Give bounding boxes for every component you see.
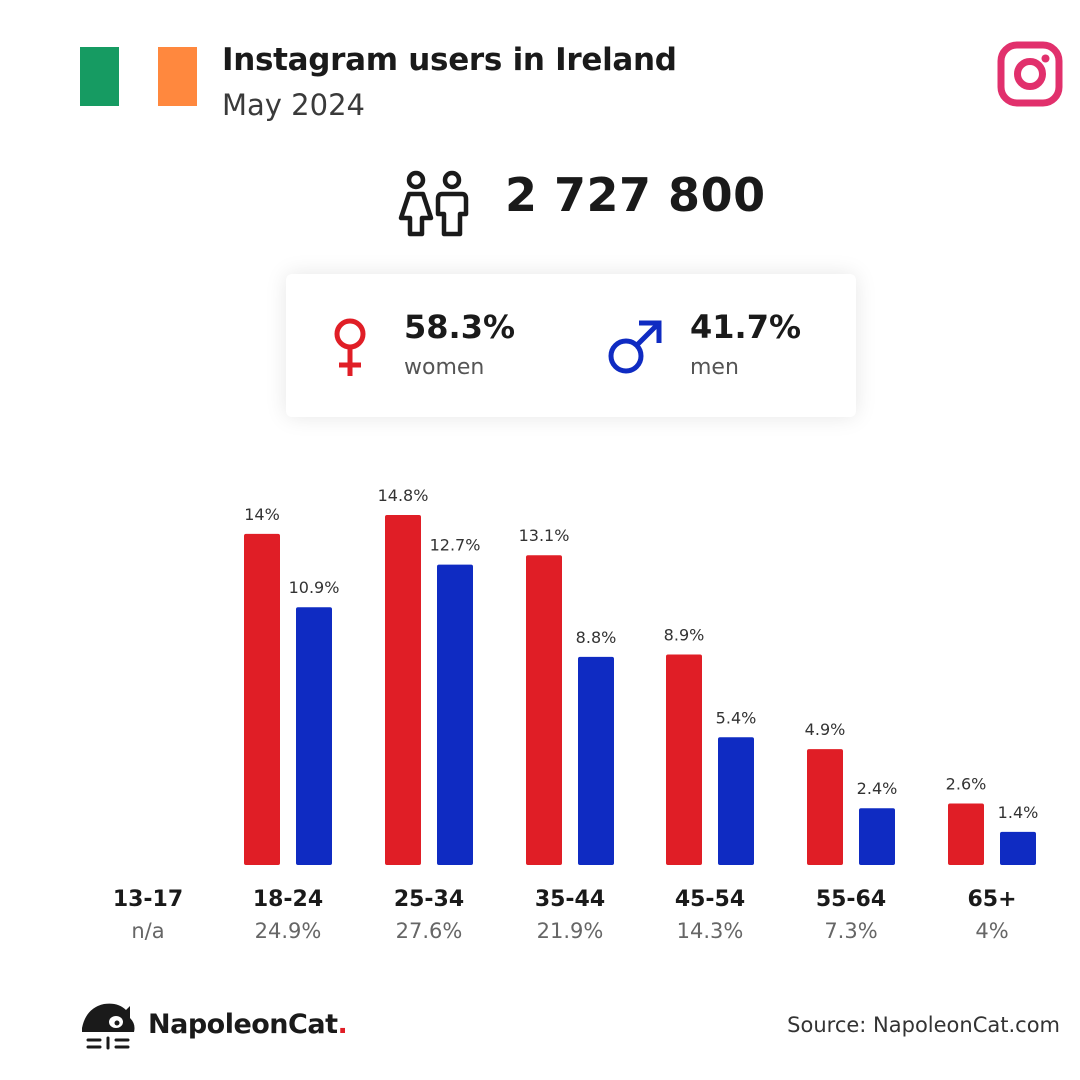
bar-women: [526, 555, 562, 865]
gender-card: 58.3% women 41.7% men: [286, 274, 856, 417]
bar-men: [859, 808, 895, 865]
bar-label-men: 8.8%: [576, 628, 617, 647]
instagram-icon: [997, 41, 1063, 107]
bar-women: [807, 749, 843, 865]
people-icon: [398, 170, 469, 237]
bar-label-women: 8.9%: [664, 626, 705, 645]
bar-women: [666, 654, 702, 865]
bar-label-men: 1.4%: [998, 803, 1039, 822]
men-pct: 41.7%: [690, 308, 802, 346]
flag-stripe-orange: [158, 47, 197, 106]
source-text: Source: NapoleonCat.com: [787, 1013, 1060, 1037]
brand-name-text: NapoleonCat: [148, 1009, 338, 1040]
bar-women: [948, 803, 984, 865]
brand-name: NapoleonCat.: [148, 1009, 348, 1040]
age-group-label: 65+: [967, 887, 1016, 912]
bar-men: [1000, 831, 1036, 865]
bar-women: [385, 515, 421, 865]
age-group-label: 25-34: [394, 887, 464, 912]
bar-label-women: 2.6%: [946, 775, 987, 794]
age-group-total: 24.9%: [255, 919, 322, 943]
bar-label-women: 14.8%: [378, 486, 429, 505]
bar-label-women: 14%: [244, 505, 280, 524]
women-label: women: [404, 355, 485, 380]
age-group-label: 35-44: [535, 887, 605, 912]
age-group-label: 18-24: [253, 887, 323, 912]
male-symbol-icon: [608, 320, 662, 374]
age-group-label: 45-54: [675, 887, 745, 912]
bar-label-men: 2.4%: [857, 779, 898, 798]
page-title: Instagram users in Ireland: [222, 42, 677, 78]
bar-label-men: 5.4%: [716, 708, 757, 727]
bar-men: [437, 564, 473, 865]
bar-women: [244, 533, 280, 865]
men-label: men: [690, 355, 739, 380]
brand-dot: .: [337, 1009, 348, 1040]
bar-label-women: 13.1%: [519, 526, 570, 545]
age-group-total: 14.3%: [677, 919, 744, 943]
total-users: 2 727 800: [505, 168, 766, 222]
bar-label-men: 12.7%: [430, 536, 481, 555]
age-group-total: 21.9%: [537, 919, 604, 943]
page-subtitle: May 2024: [222, 88, 365, 122]
age-group-total: 7.3%: [824, 919, 877, 943]
ireland-flag-icon: [80, 47, 197, 106]
age-group-label: 55-64: [816, 887, 886, 912]
bar-men: [718, 737, 754, 865]
bar-men: [296, 607, 332, 865]
age-group-total: n/a: [131, 919, 164, 943]
napoleoncat-logo-icon: [82, 1003, 135, 1050]
bar-label-women: 4.9%: [805, 720, 846, 739]
flag-stripe-white: [119, 47, 158, 106]
bar-men: [578, 656, 614, 865]
female-symbol-icon: [334, 318, 366, 376]
women-pct: 58.3%: [404, 308, 516, 346]
flag-stripe-green: [80, 47, 119, 106]
age-group-total: 4%: [975, 919, 1008, 943]
age-group-total: 27.6%: [396, 919, 463, 943]
bar-label-men: 10.9%: [289, 578, 340, 597]
age-gender-bar-chart: 13-17 n/a 14% 10.9% 18-24 24.9% 14.8% 12.7% 25-3…: [113, 486, 1039, 943]
age-group-label: 13-17: [113, 887, 183, 912]
